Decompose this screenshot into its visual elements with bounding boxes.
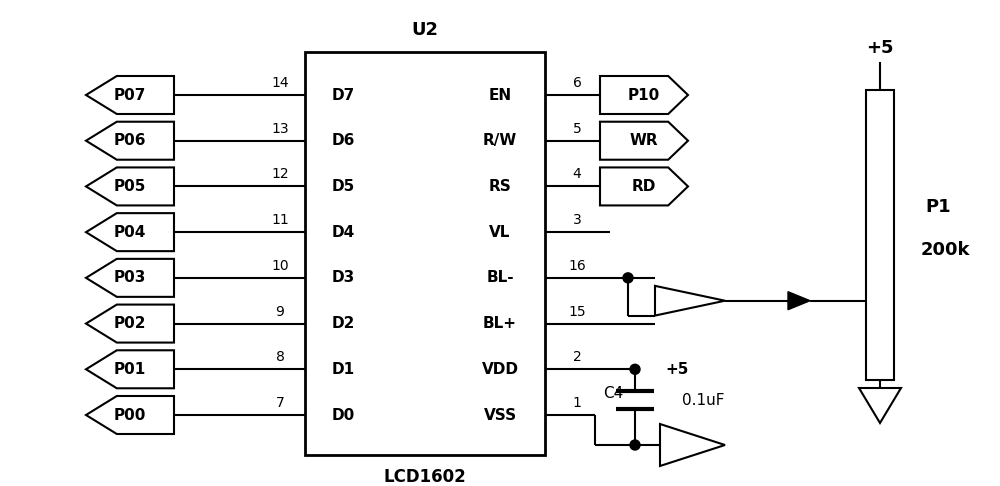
Text: VSS: VSS [483,407,517,422]
Text: 15: 15 [568,305,586,318]
Text: 8: 8 [276,350,284,364]
Text: 5: 5 [573,122,581,136]
Polygon shape [86,305,174,343]
Text: C4: C4 [603,386,623,401]
Text: VDD: VDD [482,362,518,377]
Text: 4: 4 [573,168,581,181]
Text: D5: D5 [331,179,355,194]
Text: EN: EN [488,87,512,103]
Text: 16: 16 [568,259,586,273]
Polygon shape [86,122,174,160]
Text: RS: RS [489,179,511,194]
Text: D7: D7 [331,87,355,103]
Polygon shape [86,213,174,251]
Circle shape [630,440,640,450]
Text: 3: 3 [573,213,581,227]
Polygon shape [600,122,688,160]
Text: BL-: BL- [486,270,514,285]
Text: P04: P04 [114,225,146,240]
Bar [305,52,545,455]
Text: 13: 13 [271,122,289,136]
Text: P10: P10 [628,87,660,103]
Text: P06: P06 [114,133,146,148]
Bar [866,90,894,380]
Text: 12: 12 [271,168,289,181]
Text: 0.1uF: 0.1uF [682,393,724,408]
Text: D3: D3 [331,270,355,285]
Polygon shape [859,388,901,423]
Circle shape [623,273,633,283]
Polygon shape [86,350,174,388]
Text: P02: P02 [114,316,146,331]
Polygon shape [600,76,688,114]
Polygon shape [86,76,174,114]
Text: D2: D2 [331,316,355,331]
Text: VL: VL [489,225,511,240]
Text: 11: 11 [271,213,289,227]
Text: 14: 14 [271,76,289,90]
Text: D6: D6 [331,133,355,148]
Text: D1: D1 [331,362,355,377]
Text: P03: P03 [114,270,146,285]
Circle shape [630,364,640,374]
Text: P05: P05 [114,179,146,194]
Text: RD: RD [632,179,656,194]
Polygon shape [655,286,725,315]
Text: BL+: BL+ [483,316,517,331]
Text: U2: U2 [412,21,438,39]
Text: +5: +5 [665,362,689,377]
Polygon shape [86,259,174,297]
Text: R/W: R/W [483,133,517,148]
Text: P07: P07 [114,87,146,103]
Text: +5: +5 [866,39,894,57]
Text: P1: P1 [925,198,951,216]
Text: D4: D4 [331,225,355,240]
Text: 9: 9 [276,305,284,318]
Polygon shape [600,168,688,206]
Text: 200k: 200k [920,241,970,259]
Text: P01: P01 [114,362,146,377]
Text: 7: 7 [276,396,284,410]
Text: 6: 6 [573,76,581,90]
Text: P00: P00 [114,407,146,422]
Polygon shape [788,292,810,310]
Text: LCD1602: LCD1602 [384,468,466,486]
Text: 10: 10 [271,259,289,273]
Polygon shape [86,396,174,434]
Polygon shape [660,424,725,466]
Text: 1: 1 [573,396,581,410]
Text: 2: 2 [573,350,581,364]
Polygon shape [86,168,174,206]
Text: D0: D0 [331,407,355,422]
Text: WR: WR [630,133,658,148]
